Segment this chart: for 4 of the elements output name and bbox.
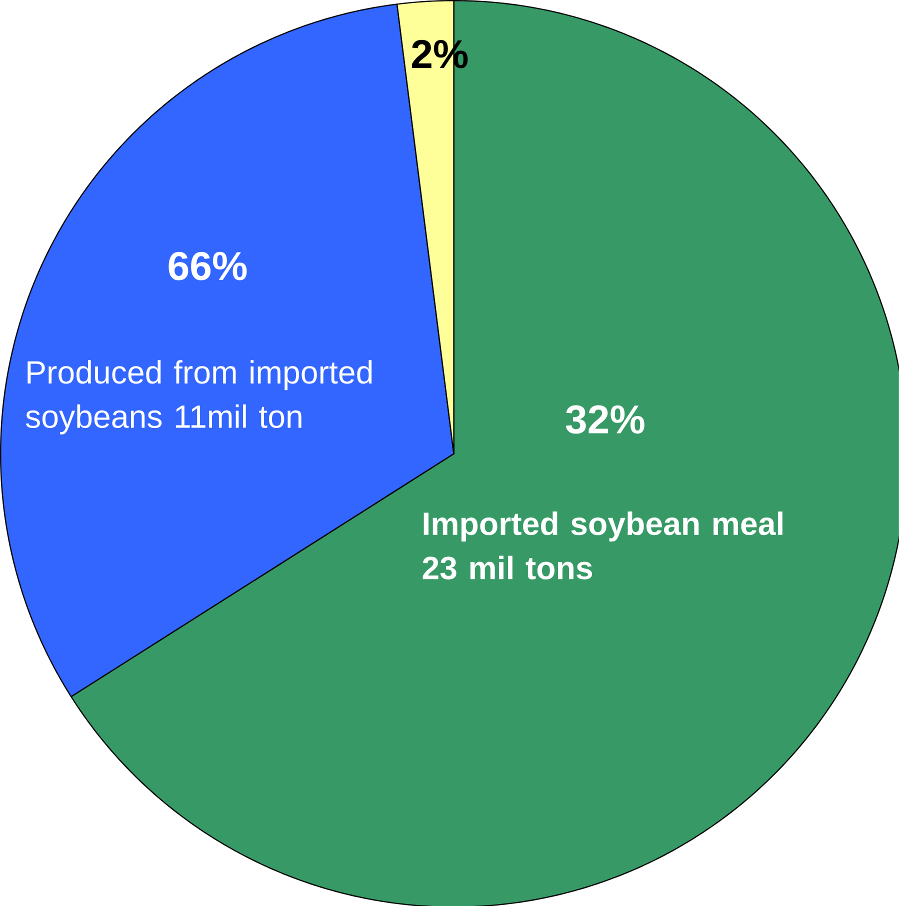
text: 32% bbox=[566, 405, 644, 434]
slice-label: Imported soybean meal 23 mil tons bbox=[422, 512, 782, 580]
slice-label: Produced from imported soybeans 11mil ton bbox=[26, 360, 372, 434]
text: 66% bbox=[168, 252, 247, 280]
